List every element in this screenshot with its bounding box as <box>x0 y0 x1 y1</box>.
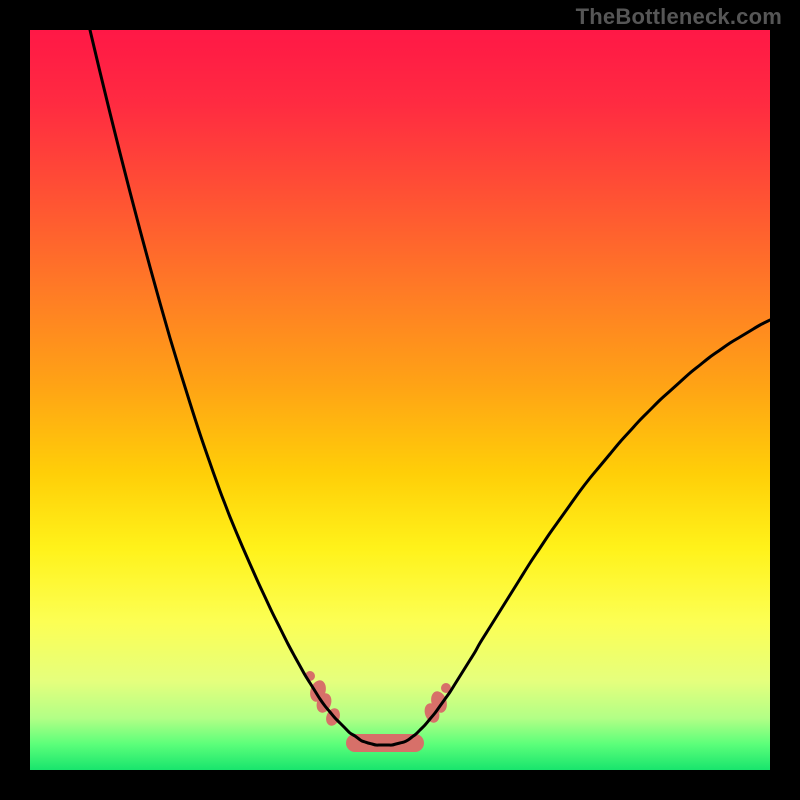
chart-frame: TheBottleneck.com <box>0 0 800 800</box>
bottleneck-chart <box>0 0 800 800</box>
